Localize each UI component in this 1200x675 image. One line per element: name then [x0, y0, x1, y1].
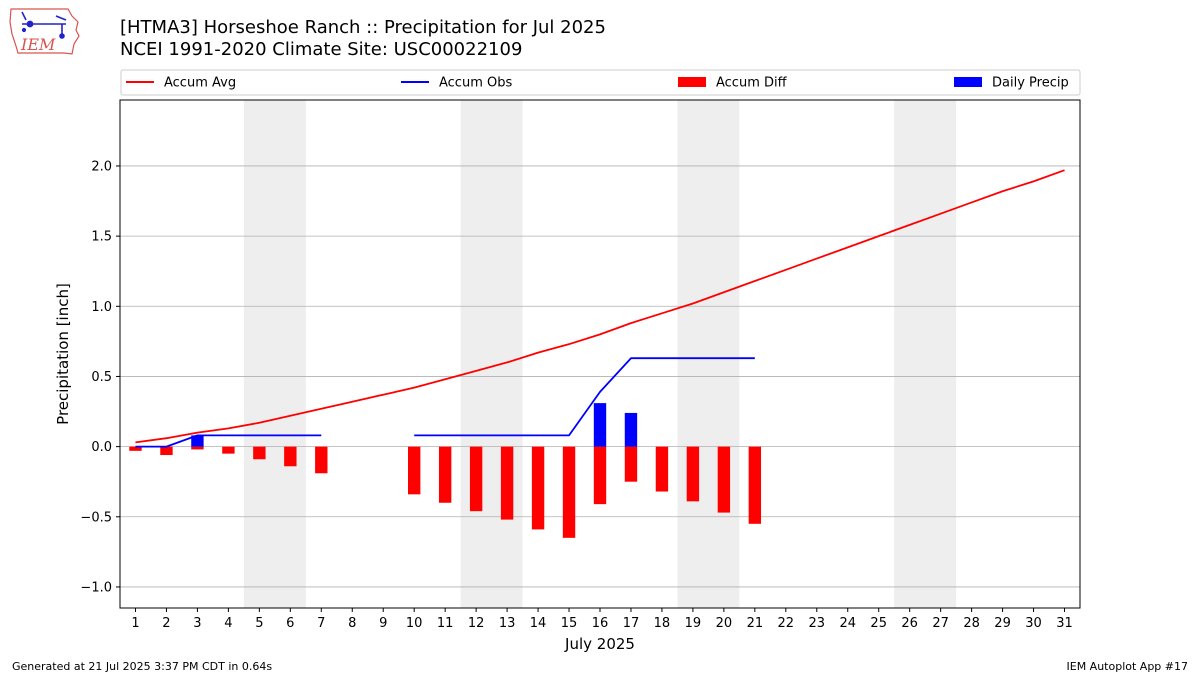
accum-diff-bar — [748, 446, 762, 524]
footer-generated-text: Generated at 21 Jul 2025 3:37 PM CDT in … — [12, 660, 273, 673]
x-tick-label: 9 — [379, 616, 387, 631]
x-tick-label: 27 — [932, 616, 949, 631]
accum-diff-bar — [717, 446, 731, 513]
weather-station-icon — [21, 11, 67, 39]
x-tick-label: 19 — [685, 616, 702, 631]
x-tick-label: 26 — [901, 616, 918, 631]
x-tick-label: 6 — [286, 616, 294, 631]
x-tick-label: 11 — [437, 616, 454, 631]
legend-frame — [120, 69, 1081, 96]
x-axis-label: July 2025 — [564, 635, 635, 653]
x-tick-label: 28 — [963, 616, 980, 631]
x-tick-label: 29 — [994, 616, 1011, 631]
legend-label: Accum Diff — [716, 76, 788, 91]
x-tick-label: 4 — [224, 616, 232, 631]
weekend-shade — [894, 100, 957, 608]
y-tick-label: 2.0 — [91, 159, 112, 174]
logo-text: IEM — [20, 35, 56, 54]
x-tick-label: 20 — [716, 616, 733, 631]
accum-diff-bar — [222, 446, 235, 454]
accum-diff-bar — [686, 446, 700, 502]
x-tick-label: 14 — [530, 616, 547, 631]
x-tick-label: 22 — [778, 616, 795, 631]
x-tick-label: 21 — [747, 616, 764, 631]
accum-diff-bar — [253, 446, 266, 460]
accum-diff-bar — [438, 446, 452, 503]
legend-swatch-bar — [954, 77, 982, 87]
accum-diff-bar — [191, 446, 204, 450]
x-tick-label: 25 — [870, 616, 887, 631]
x-tick-label: 18 — [654, 616, 671, 631]
x-tick-label: 8 — [348, 616, 356, 631]
y-axis-label: Precipitation [inch] — [54, 283, 72, 425]
x-tick-label: 10 — [406, 616, 423, 631]
accum-diff-bar — [655, 446, 669, 492]
y-tick-label: 1.5 — [91, 230, 112, 245]
x-tick-label: 1 — [131, 616, 139, 631]
legend-label: Accum Avg — [164, 76, 236, 91]
weekend-shade — [243, 100, 306, 608]
x-tick-label: 31 — [1056, 616, 1073, 631]
footer-app-label: IEM Autoplot App #17 — [1066, 660, 1189, 673]
accum-diff-bar — [593, 446, 607, 505]
weekend-shade — [677, 100, 740, 608]
x-tick-label: 17 — [623, 616, 640, 631]
daily-precip-bar — [191, 435, 204, 447]
axes-group: −1.0−0.50.00.51.01.52.01 2 3 4 5 6 7 8 9 10 11 12 13… — [80, 159, 1072, 631]
x-tick-label: 2 — [162, 616, 170, 631]
x-tick-label: 15 — [561, 616, 578, 631]
y-tick-label: 0.5 — [91, 370, 112, 385]
daily-precip-bar — [624, 412, 638, 447]
accum-diff-bar — [624, 446, 638, 482]
daily-precip-bar — [593, 403, 607, 447]
y-tick-label: 1.0 — [91, 300, 112, 315]
legend: Accum Avg Accum Obs Accum Diff Daily Precip — [120, 69, 1081, 96]
accum-diff-bar — [531, 446, 545, 530]
accum-obs-line — [135, 357, 755, 448]
y-tick-label: 0.0 — [91, 440, 112, 455]
chart-title: [HTMA3] Horseshoe Ranch :: Precipitation… — [120, 17, 606, 38]
weekend-shade — [460, 100, 523, 608]
accum-diff-bar — [129, 446, 142, 451]
legend-label: Daily Precip — [992, 76, 1069, 91]
accum-diff-bar — [500, 446, 514, 520]
y-tick-label: −0.5 — [80, 510, 112, 525]
x-tick-label: 16 — [592, 616, 609, 631]
bars-group — [129, 403, 762, 538]
x-tick-label: 3 — [193, 616, 201, 631]
accum-diff-bar — [160, 446, 173, 456]
accum-diff-bar — [562, 446, 576, 538]
accum-diff-bar — [315, 446, 328, 474]
accum-avg-line — [135, 169, 1065, 444]
x-tick-label: 24 — [839, 616, 856, 631]
x-tick-label: 12 — [468, 616, 485, 631]
x-tick-label: 23 — [809, 616, 826, 631]
lines-group — [135, 169, 1065, 448]
x-tick-label: 5 — [255, 616, 263, 631]
iem-logo: IEM — [9, 8, 80, 55]
x-tick-label: 7 — [317, 616, 325, 631]
chart-subtitle: NCEI 1991-2020 Climate Site: USC00022109 — [120, 39, 523, 60]
accum-diff-bar — [408, 446, 421, 495]
iowa-state-outline-icon — [9, 8, 80, 55]
x-tick-label: 13 — [499, 616, 516, 631]
legend-label: Accum Obs — [439, 76, 512, 91]
weekend-shading-group — [243, 100, 957, 608]
accum-diff-bar — [284, 446, 297, 467]
y-tick-label: −1.0 — [80, 580, 112, 595]
x-tick-label: 30 — [1025, 616, 1042, 631]
legend-swatch-bar — [678, 77, 706, 87]
accum-diff-bar — [469, 446, 483, 512]
